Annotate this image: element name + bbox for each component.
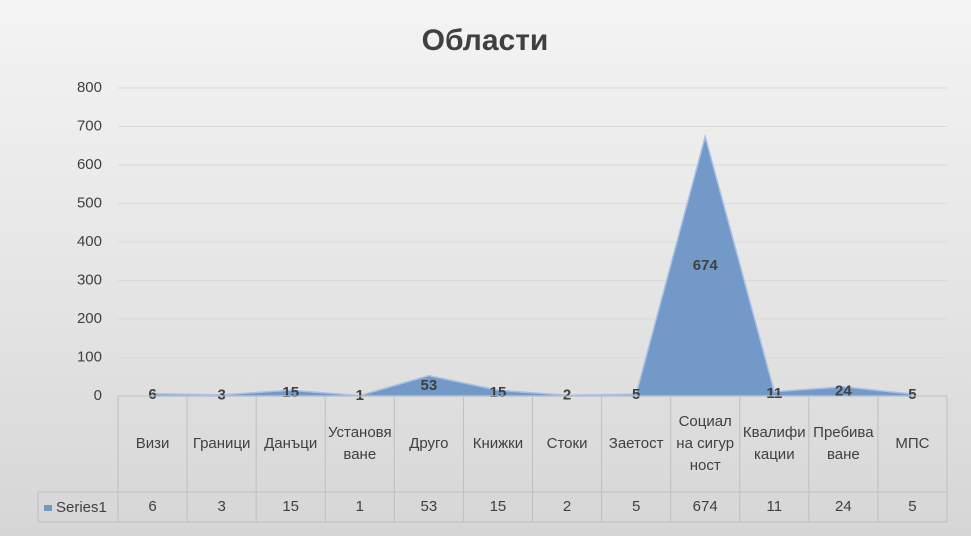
data-label: 2 bbox=[563, 387, 571, 404]
table-value: 15 bbox=[282, 498, 300, 515]
category-label: Установяване bbox=[327, 424, 392, 463]
table-value: 674 bbox=[692, 498, 718, 515]
data-label: 5 bbox=[908, 386, 916, 403]
area bbox=[151, 133, 914, 397]
table-value: 11 bbox=[766, 498, 783, 515]
category-label: МПС bbox=[895, 435, 930, 452]
data-label: 53 bbox=[421, 377, 438, 394]
data-label: 15 bbox=[490, 384, 507, 401]
table-value: 6 bbox=[148, 498, 157, 515]
table-value: 53 bbox=[420, 498, 438, 515]
legend-key bbox=[44, 505, 52, 511]
data-label: 15 bbox=[282, 384, 299, 401]
table-value: 24 bbox=[835, 498, 852, 515]
table-value: 3 bbox=[217, 498, 226, 515]
category-label: Пребиваване bbox=[813, 424, 874, 463]
category-label: Стоки bbox=[546, 435, 588, 452]
data-label: 1 bbox=[356, 387, 364, 404]
y-tick-label: 600 bbox=[77, 156, 102, 173]
chart-title: Области bbox=[422, 24, 549, 57]
category-label: Граници bbox=[192, 435, 251, 452]
table-value: 2 bbox=[562, 498, 572, 515]
y-tick-label: 700 bbox=[77, 117, 102, 134]
legend-label: Series1 bbox=[56, 499, 107, 516]
data-label: 5 bbox=[632, 386, 640, 403]
data-label: 674 bbox=[693, 257, 719, 274]
table-value: 5 bbox=[631, 498, 641, 515]
data-label: 3 bbox=[217, 386, 225, 403]
category-label: Данъци bbox=[264, 435, 318, 452]
table-value: 15 bbox=[489, 498, 507, 515]
category-label: Заетост bbox=[608, 435, 664, 452]
y-tick-label: 100 bbox=[77, 348, 102, 365]
category-label: Социал на сигурност bbox=[676, 413, 735, 474]
data-label: 6 bbox=[148, 386, 156, 403]
category-label: Книжки bbox=[472, 435, 524, 452]
category-label: Визи bbox=[135, 435, 170, 452]
table-value: 5 bbox=[908, 498, 917, 515]
category-label: Квалификации bbox=[742, 424, 806, 463]
y-tick-label: 500 bbox=[77, 194, 102, 211]
y-tick-label: 200 bbox=[77, 310, 102, 327]
category-label: Друго bbox=[409, 435, 449, 452]
data-label: 11 bbox=[766, 385, 782, 402]
y-tick-label: 400 bbox=[77, 233, 102, 250]
data-label: 24 bbox=[835, 382, 852, 399]
y-tick-label: 800 bbox=[77, 79, 102, 96]
table-value: 1 bbox=[355, 498, 364, 515]
y-tick-label: 300 bbox=[77, 271, 102, 288]
y-tick-label: 0 bbox=[94, 387, 102, 404]
